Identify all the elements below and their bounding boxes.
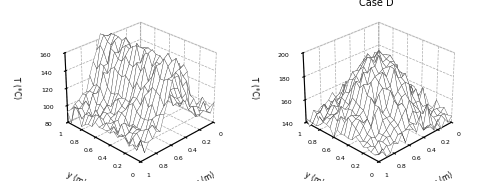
Title: Case D: Case D [360,0,394,8]
Y-axis label: y (m): y (m) [66,170,88,181]
X-axis label: x (m): x (m) [194,170,216,181]
X-axis label: x (m): x (m) [432,170,454,181]
Y-axis label: y (m): y (m) [304,170,326,181]
